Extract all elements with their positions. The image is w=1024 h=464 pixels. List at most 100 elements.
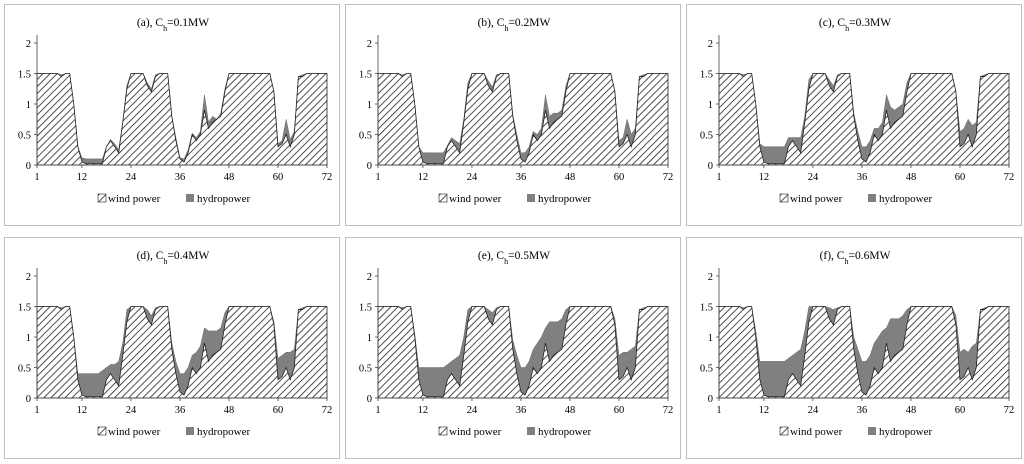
legend-label-hydro-e: hydropower	[538, 426, 591, 438]
y-tick-label-e: 0.5	[359, 364, 372, 375]
legend-label-wind-b: wind power	[449, 193, 502, 205]
y-tick-label-c: 1.5	[700, 70, 713, 81]
x-tick-label-c: 24	[808, 172, 819, 183]
legend-label-hydro-d: hydropower	[197, 426, 250, 438]
chart-svg-c: (c), Ch=0.3MW 0 0.5 1 1.5 2 1 12 24 36 48 60 72 wind …	[700, 17, 1015, 205]
x-tick-label-b: 60	[614, 172, 625, 183]
y-tick-label-d: 0	[26, 394, 31, 405]
y-tick-label-c: 0.5	[700, 131, 713, 142]
x-tick-label-c: 48	[906, 172, 917, 183]
legend-swatch-hydro-b	[527, 194, 535, 202]
y-tick-label-f: 2	[708, 272, 713, 283]
chart-panel-b: (b), Ch=0.2MW 0 0.5 1 1.5 2 1 12 24 36 48 60 72 wind …	[345, 4, 681, 226]
x-tick-label-e: 60	[614, 405, 625, 416]
x-tick-label-e: 48	[565, 405, 576, 416]
legend-swatch-hydro-c	[868, 194, 876, 202]
x-tick-label-c: 60	[955, 172, 966, 183]
x-tick-label-b: 72	[663, 172, 674, 183]
y-tick-label-d: 2	[26, 272, 31, 283]
y-tick-label-d: 0.5	[18, 364, 31, 375]
chart-title-b: (b), Ch=0.2MW	[478, 17, 551, 33]
x-tick-label-d: 60	[273, 405, 284, 416]
x-tick-label-d: 1	[34, 405, 39, 416]
y-tick-label-e: 1.5	[359, 303, 372, 314]
chart-panel-e: (e), Ch=0.5MW 0 0.5 1 1.5 2 1 12 24 36 48 60 72 wind …	[345, 237, 681, 459]
x-tick-label-b: 24	[467, 172, 478, 183]
x-tick-label-f: 48	[906, 405, 917, 416]
legend-swatch-wind-a	[97, 193, 107, 203]
y-tick-label-c: 0	[708, 161, 713, 172]
y-tick-label-c: 2	[708, 39, 713, 50]
y-tick-label-b: 1.5	[359, 70, 372, 81]
legend-swatch-hydro-d	[186, 427, 194, 435]
chart-panel-c: (c), Ch=0.3MW 0 0.5 1 1.5 2 1 12 24 36 48 60 72 wind …	[686, 4, 1022, 226]
x-tick-label-f: 1	[716, 405, 721, 416]
chart-title-c: (c), Ch=0.3MW	[819, 17, 891, 33]
x-tick-label-d: 24	[126, 405, 137, 416]
x-tick-label-c: 12	[759, 172, 770, 183]
x-tick-label-d: 72	[322, 405, 333, 416]
y-tick-label-b: 0	[367, 161, 372, 172]
chart-panel-a: (a), Ch=0.1MW 0 0.5 1 1.5 2 1 12 24 36 48 60 72 wind …	[4, 4, 340, 226]
wind-power-area-f	[718, 306, 1010, 399]
chart-svg-f: (f), Ch=0.6MW 0 0.5 1 1.5 2 1 12 24 36 48 60 72 wind …	[700, 250, 1014, 438]
y-tick-label-f: 1	[708, 333, 713, 344]
wind-power-area-b	[377, 73, 669, 166]
x-tick-label-d: 36	[175, 405, 186, 416]
y-tick-label-d: 1.5	[18, 303, 31, 314]
x-tick-label-d: 12	[77, 405, 88, 416]
x-tick-label-a: 12	[77, 172, 88, 183]
chart-title-e: (e), Ch=0.5MW	[478, 250, 550, 266]
chart-svg-a: (a), Ch=0.1MW 0 0.5 1 1.5 2 1 12 24 36 48 60 72 wind …	[18, 17, 333, 205]
x-tick-label-d: 48	[224, 405, 235, 416]
x-tick-label-e: 1	[375, 405, 380, 416]
x-tick-label-c: 72	[1004, 172, 1015, 183]
y-tick-label-d: 1	[26, 333, 31, 344]
y-tick-label-f: 1.5	[700, 303, 713, 314]
legend-label-hydro-f: hydropower	[879, 426, 932, 438]
legend-label-wind-a: wind power	[108, 193, 161, 205]
wind-power-area-a	[36, 73, 328, 166]
legend-swatch-wind-e	[438, 426, 448, 436]
x-tick-label-f: 12	[759, 405, 770, 416]
legend-label-wind-d: wind power	[108, 426, 161, 438]
y-tick-label-a: 1	[26, 100, 31, 111]
legend-swatch-wind-f	[779, 426, 789, 436]
y-tick-label-e: 0	[367, 394, 372, 405]
x-tick-label-a: 24	[126, 172, 137, 183]
x-tick-label-a: 72	[322, 172, 333, 183]
chart-title-a: (a), Ch=0.1MW	[137, 17, 209, 33]
y-tick-label-e: 2	[367, 272, 372, 283]
y-tick-label-f: 0.5	[700, 364, 713, 375]
x-tick-label-c: 1	[716, 172, 721, 183]
x-tick-label-b: 48	[565, 172, 576, 183]
x-tick-label-e: 12	[418, 405, 429, 416]
wind-power-area-e	[377, 306, 669, 399]
y-tick-label-a: 1.5	[18, 70, 31, 81]
legend-label-wind-e: wind power	[449, 426, 502, 438]
x-tick-label-b: 12	[418, 172, 429, 183]
y-tick-label-a: 0.5	[18, 131, 31, 142]
y-tick-label-e: 1	[367, 333, 372, 344]
x-tick-label-e: 24	[467, 405, 478, 416]
legend-label-hydro-c: hydropower	[879, 193, 932, 205]
legend-swatch-hydro-f	[868, 427, 876, 435]
chart-panel-f: (f), Ch=0.6MW 0 0.5 1 1.5 2 1 12 24 36 48 60 72 wind …	[686, 237, 1022, 459]
y-tick-label-f: 0	[708, 394, 713, 405]
x-tick-label-a: 48	[224, 172, 235, 183]
x-tick-label-f: 36	[857, 405, 868, 416]
y-tick-label-a: 2	[26, 39, 31, 50]
wind-power-area-d	[36, 306, 328, 399]
legend-swatch-wind-d	[97, 426, 107, 436]
y-tick-label-a: 0	[26, 161, 31, 172]
y-tick-label-c: 1	[708, 100, 713, 111]
chart-svg-d: (d), Ch=0.4MW 0 0.5 1 1.5 2 1 12 24 36 48 60 72 wind …	[18, 250, 333, 438]
y-tick-label-b: 1	[367, 100, 372, 111]
x-tick-label-b: 36	[516, 172, 527, 183]
x-tick-label-a: 1	[34, 172, 39, 183]
x-tick-label-c: 36	[857, 172, 868, 183]
x-tick-label-f: 60	[955, 405, 966, 416]
chart-svg-e: (e), Ch=0.5MW 0 0.5 1 1.5 2 1 12 24 36 48 60 72 wind …	[359, 250, 673, 438]
chart-title-f: (f), Ch=0.6MW	[820, 250, 891, 266]
x-tick-label-f: 24	[808, 405, 819, 416]
